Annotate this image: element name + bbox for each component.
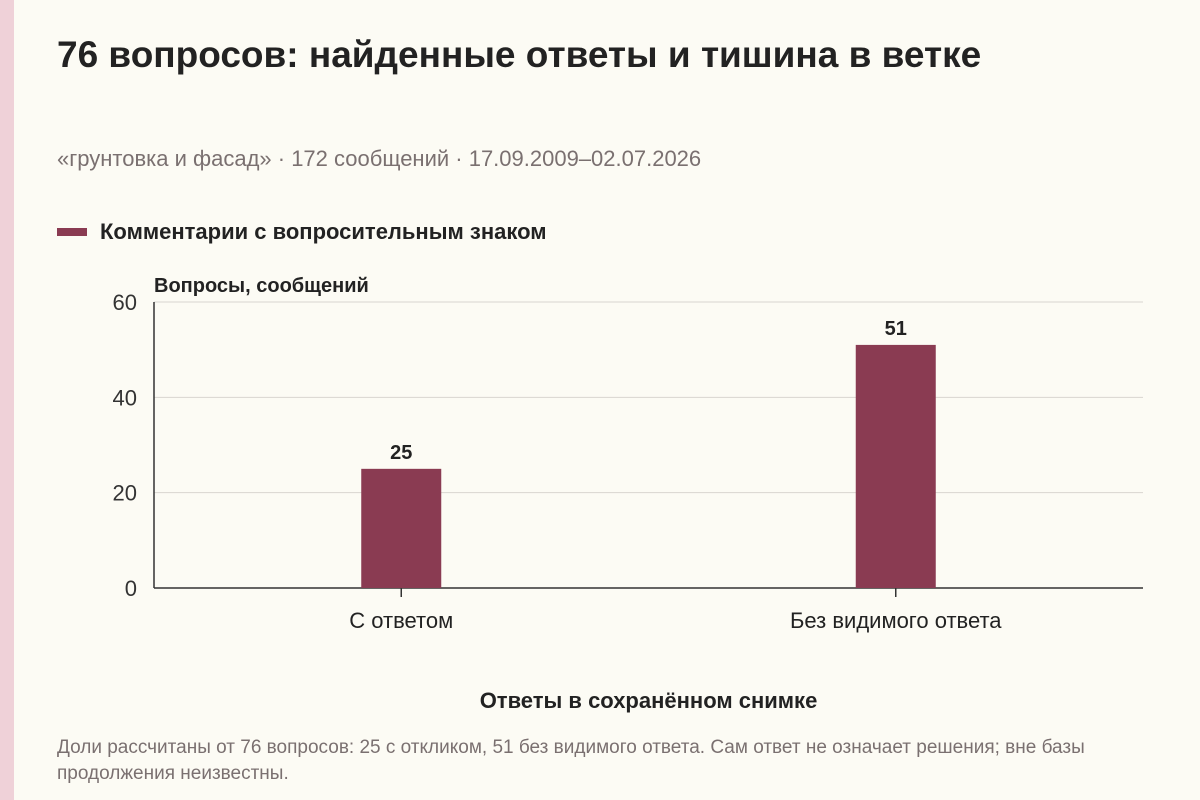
chart-legend: Комментарии с вопросительным знаком xyxy=(57,219,547,245)
legend-label: Комментарии с вопросительным знаком xyxy=(100,219,547,244)
y-tick-label: 20 xyxy=(113,481,137,506)
x-axis-title: Ответы в сохранённом снимке xyxy=(480,688,818,713)
gridlines xyxy=(154,301,1143,494)
y-tick-label: 60 xyxy=(113,290,137,315)
chart-labels: 0 20 40 60 Вопросы, сообщений 25 С ответом 51 Бе… xyxy=(113,275,1003,713)
legend-swatch xyxy=(57,228,87,236)
bar-value-label: 51 xyxy=(885,318,907,340)
bar xyxy=(361,468,442,588)
axes xyxy=(153,302,1143,597)
y-axis-title: Вопросы, сообщений xyxy=(154,275,369,297)
bars xyxy=(361,344,936,588)
footnote: Доли рассчитаны от 76 вопросов: 25 с отк… xyxy=(57,737,1085,784)
y-tick-label: 0 xyxy=(125,576,137,601)
bar-value-label: 25 xyxy=(390,442,412,464)
x-tick-label: С ответом xyxy=(349,608,453,633)
y-tick-label: 40 xyxy=(113,385,137,410)
page-title: 76 вопросов: найденные ответы и тишина в… xyxy=(57,34,982,75)
bar xyxy=(855,344,936,588)
left-edge-stripe xyxy=(0,0,14,800)
x-tick-label: Без видимого ответа xyxy=(790,608,1002,633)
page-subtitle: «грунтовка и фасад» · 172 сообщений · 17… xyxy=(57,146,702,171)
